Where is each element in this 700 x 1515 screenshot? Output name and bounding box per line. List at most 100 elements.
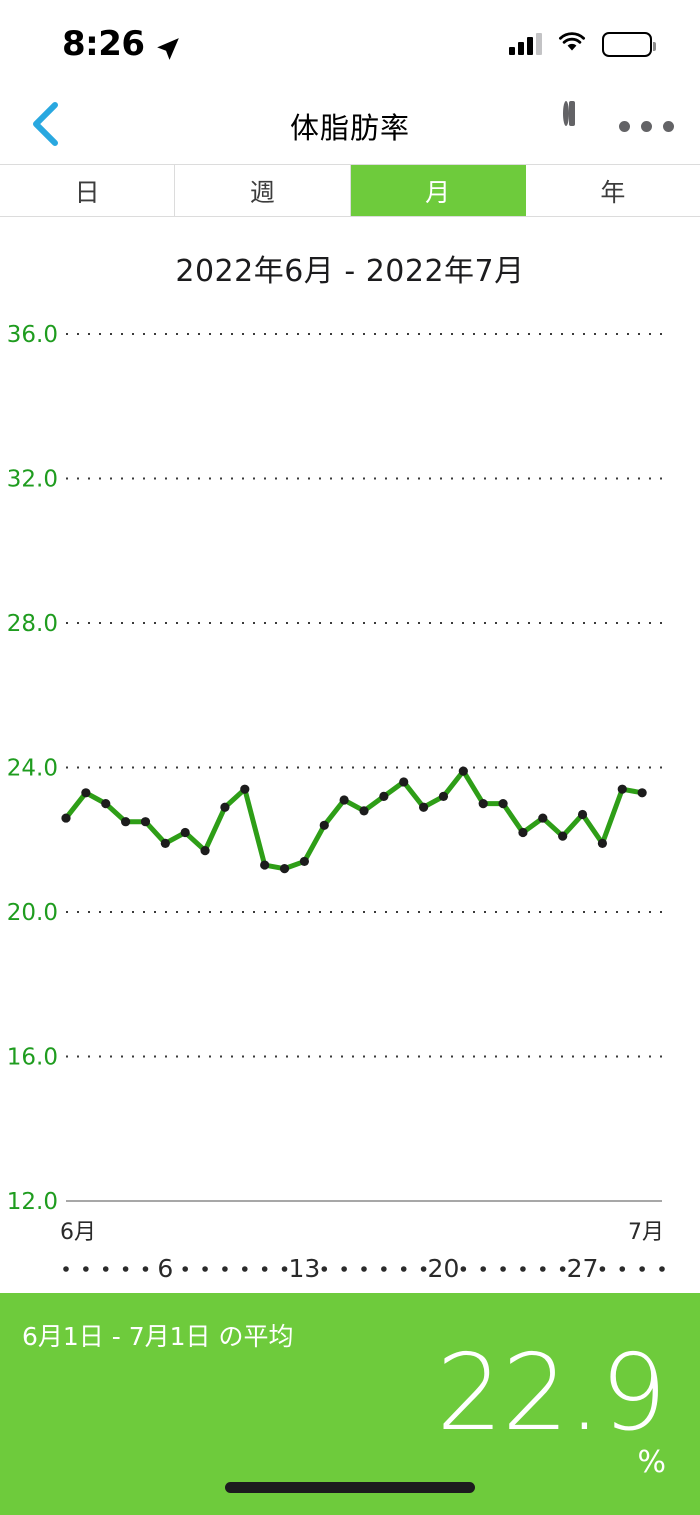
chart-data-point[interactable] (637, 788, 647, 798)
x-axis-tick-dot (281, 1266, 288, 1272)
y-axis-tick-label: 24.0 (7, 756, 58, 782)
back-button[interactable] (18, 99, 72, 153)
battery-full-icon (602, 31, 656, 57)
x-axis-tick-label: 27 (567, 1254, 599, 1280)
chart-data-point[interactable] (81, 788, 91, 798)
chart-data-point[interactable] (61, 813, 71, 823)
x-axis-tick-dot (122, 1266, 129, 1272)
chart-data-point[interactable] (121, 817, 131, 827)
nav-actions (563, 101, 674, 148)
summary-bar: 6月1日 - 7月1日 の平均 22.9 % (0, 1293, 700, 1515)
more-dots-icon[interactable] (619, 120, 674, 132)
summary-unit: % (637, 1445, 666, 1480)
chart-data-point[interactable] (260, 860, 270, 870)
x-axis-tick-dot (102, 1266, 109, 1272)
chart-range-title: 2022年6月 - 2022年7月 (175, 254, 525, 289)
chart-data-point[interactable] (339, 795, 349, 805)
chart-data-point[interactable] (319, 820, 329, 830)
x-axis-tick-dot (63, 1266, 69, 1272)
x-axis-tick-dot (341, 1266, 347, 1272)
x-axis-tick-label: 6 (157, 1254, 173, 1280)
y-axis-tick-label: 32.0 (7, 467, 58, 493)
chart-data-point[interactable] (617, 784, 627, 794)
x-axis-tick-dot (460, 1266, 467, 1272)
chart-data-point[interactable] (558, 831, 568, 841)
status-time: 8:26 (62, 24, 145, 64)
x-axis-start-month-label: 6月 (60, 1220, 96, 1245)
chart-data-point[interactable] (577, 809, 588, 820)
x-axis-tick-dot (639, 1266, 645, 1272)
y-axis-tick-label: 28.0 (7, 611, 58, 637)
home-indicator[interactable] (225, 1482, 475, 1493)
chart-data-point[interactable] (160, 838, 170, 848)
x-axis-tick-dot (361, 1266, 367, 1272)
x-axis-tick-dot (520, 1266, 526, 1272)
period-tabs: 日 週 月 年 (0, 164, 700, 217)
y-axis-tick-label: 20.0 (7, 900, 58, 926)
chart-data-point[interactable] (299, 856, 309, 867)
x-axis-tick-dot (182, 1266, 188, 1272)
chart-data-point[interactable] (180, 827, 190, 838)
chart-data-point[interactable] (518, 827, 528, 838)
nav-bar: 体脂肪率 (0, 88, 700, 164)
chart-data-point[interactable] (359, 806, 369, 816)
chart-data-point[interactable] (478, 799, 488, 809)
chart-data-point[interactable] (458, 766, 468, 776)
cellular-signal-icon (509, 33, 542, 55)
tab-year[interactable]: 年 (525, 165, 700, 216)
x-axis-tick-dot (381, 1266, 387, 1272)
chart-data-point[interactable] (220, 802, 230, 812)
tab-day[interactable]: 日 (0, 165, 176, 216)
x-axis-tick-dot (559, 1266, 566, 1272)
y-axis-tick-label: 12.0 (7, 1189, 58, 1215)
x-axis-tick-dot (500, 1266, 506, 1272)
wifi-icon (556, 30, 588, 58)
x-axis-tick-dot (540, 1266, 546, 1272)
chart-line (63, 768, 645, 872)
chart-data-point[interactable] (379, 791, 389, 801)
x-axis-tick-label: 20 (428, 1254, 460, 1280)
chart-data-point[interactable] (419, 802, 429, 812)
y-axis-tick-label: 16.0 (7, 1045, 58, 1071)
tab-month[interactable]: 月 (350, 165, 526, 216)
chart-container[interactable]: 36.0 32.0 28.0 24.0 20.0 16.0 12.0 6月 7月 6 13 20 27 (0, 300, 700, 1280)
chart-data-point[interactable] (399, 777, 409, 787)
chart-data-point[interactable] (101, 799, 111, 809)
chart-data-point[interactable] (200, 845, 210, 856)
status-indicators (509, 30, 656, 58)
location-arrow-icon (155, 31, 181, 60)
y-axis-tick-label: 36.0 (7, 322, 58, 348)
summary-label: 6月1日 - 7月1日 の平均 (22, 1322, 294, 1351)
body-fat-line-chart[interactable]: 36.0 32.0 28.0 24.0 20.0 16.0 12.06月 7月 6 13 20 27 (0, 300, 700, 1280)
x-axis-tick-dot (202, 1266, 208, 1272)
x-axis-tick-dot (261, 1266, 268, 1272)
person-icon[interactable] (563, 101, 585, 148)
chart-data-point[interactable] (140, 817, 151, 827)
chevron-left-icon (28, 100, 62, 152)
chart-data-point[interactable] (438, 791, 449, 801)
chart-data-point[interactable] (498, 799, 508, 809)
x-axis-tick-label: 13 (288, 1254, 320, 1280)
x-axis-tick-dot (242, 1266, 248, 1272)
status-time-group: 8:26 (62, 24, 181, 64)
tab-week[interactable]: 週 (175, 165, 351, 216)
x-axis-tick-dot (659, 1266, 665, 1272)
x-axis-tick-dot (619, 1266, 626, 1272)
x-axis-tick-dot (599, 1266, 606, 1272)
chart-data-point[interactable] (240, 784, 250, 794)
x-axis-tick-dot (400, 1266, 407, 1272)
x-axis-tick-dot (420, 1266, 427, 1272)
x-axis-tick-dot (142, 1266, 149, 1272)
summary-value: 22.9 (436, 1332, 667, 1454)
x-axis-tick-dot (222, 1266, 228, 1272)
status-bar: 8:26 (0, 0, 700, 88)
page-title: 体脂肪率 (289, 111, 410, 145)
x-axis-tick-dot (83, 1266, 89, 1272)
chart-data-point[interactable] (538, 813, 548, 823)
x-axis-tick-dot (480, 1266, 487, 1272)
chart-data-point[interactable] (597, 838, 608, 848)
chart-data-point[interactable] (279, 864, 290, 874)
x-axis-end-month-label: 7月 (628, 1220, 664, 1245)
x-axis-tick-dot (321, 1266, 328, 1272)
